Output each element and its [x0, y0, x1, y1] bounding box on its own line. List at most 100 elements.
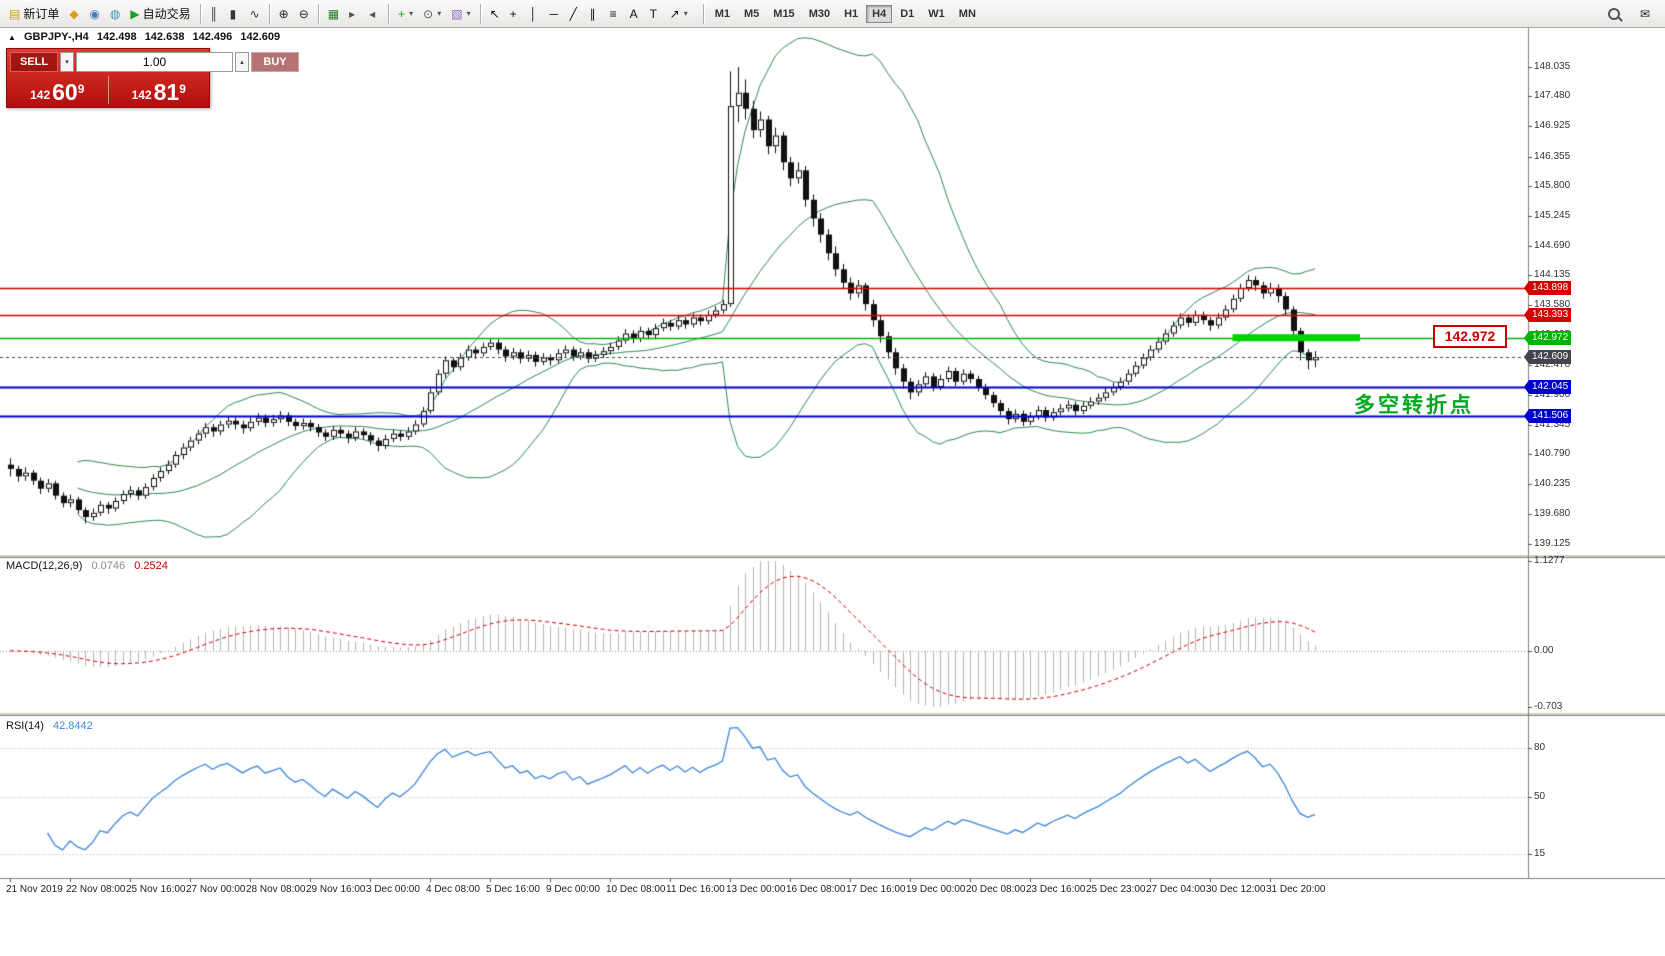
tile-windows-button[interactable]: ▦ — [323, 3, 344, 25]
volume-increase-button[interactable]: ▴ — [235, 52, 249, 72]
symbol-arrow-icon: ▲ — [8, 33, 16, 42]
templates-button[interactable]: ▧ ▾ — [446, 3, 475, 25]
template-icon: ▧ — [451, 6, 463, 21]
label-button[interactable]: T — [645, 3, 665, 25]
timeframe-w1[interactable]: W1 — [922, 5, 951, 23]
buy-price[interactable]: 142 81 9 — [109, 73, 210, 107]
ohlc-open: 142.498 — [96, 31, 137, 43]
toolbar-main: ▤ 新订单 ◆ ◉ ◍ ▶ 自动交易 ║ ▮ ∿ ⊕ ⊖ ▦ ▸ ◂ + ▾ ⊙ ▾ ▧ ▾ ↖ + │ ─ ╱ ∥ ≡ A T ↗ ▾ — [4, 3, 693, 25]
bar-chart-icon: ║ — [209, 6, 219, 21]
dropdown-arrow-icon: ▾ — [466, 9, 471, 18]
line-chart-icon: ∿ — [249, 6, 260, 21]
timeframe-bar: M1 M5 M15 M30 H1 H4 D1 W1 MN — [699, 3, 983, 24]
trendline-button[interactable]: ╱ — [565, 3, 585, 25]
buy-price-big: 142 — [131, 88, 152, 102]
timeframe-d1[interactable]: D1 — [894, 5, 920, 23]
clock-icon: ⊙ — [423, 6, 434, 21]
channel-icon: ∥ — [589, 6, 596, 21]
new-order-button[interactable]: ▤ 新订单 — [4, 3, 64, 25]
chat-icon: ✉ — [1639, 6, 1650, 21]
chat-button[interactable]: ✉ — [1635, 3, 1655, 25]
toolbar: ▤ 新订单 ◆ ◉ ◍ ▶ 自动交易 ║ ▮ ∿ ⊕ ⊖ ▦ ▸ ◂ + ▾ ⊙ ▾ ▧ ▾ ↖ + │ ─ ╱ ∥ ≡ A T ↗ ▾ M1… — [0, 0, 1665, 28]
text-label-icon: T — [649, 6, 657, 21]
arrow-objects-icon: ↗ — [669, 6, 680, 21]
toolbar-separator — [479, 3, 481, 24]
cursor-icon: ↖ — [489, 6, 500, 21]
channel-button[interactable]: ∥ — [585, 3, 605, 25]
new-order-icon: ▤ — [9, 6, 21, 21]
indicators-button[interactable]: + ▾ — [393, 3, 418, 25]
sell-price-point: 9 — [77, 82, 85, 96]
vertical-line-icon: │ — [529, 6, 538, 21]
community-button[interactable]: ◍ — [105, 3, 125, 25]
dropdown-arrow-icon: ▾ — [409, 9, 414, 18]
crosshair-icon: + — [509, 6, 517, 21]
deposit-button[interactable]: ◆ — [64, 3, 84, 25]
buy-button[interactable]: BUY — [251, 52, 299, 72]
text-button[interactable]: A — [625, 3, 645, 25]
new-order-button-label: 新订单 — [23, 7, 60, 21]
buy-price-pips: 81 — [153, 79, 180, 105]
toolbar-separator — [199, 3, 201, 24]
timeframe-mn[interactable]: MN — [953, 5, 982, 23]
zoom-out-icon: ⊖ — [298, 6, 309, 21]
toolbar-separator — [702, 3, 704, 24]
toolbar-separator — [317, 3, 319, 24]
periods-button[interactable]: ⊙ ▾ — [418, 3, 446, 25]
toolbar-separator — [388, 3, 390, 24]
chart-shift-button[interactable]: ◂ — [364, 3, 384, 25]
tile-windows-icon: ▦ — [327, 6, 340, 21]
volume-decrease-button[interactable]: ▾ — [60, 52, 74, 72]
auto-scroll-button[interactable]: ▸ — [344, 3, 364, 25]
trade-panel-controls: SELL ▾ ▴ BUY — [7, 49, 299, 73]
coin-icon: ◆ — [69, 6, 79, 21]
volume-input[interactable] — [76, 52, 233, 72]
accounts-button[interactable]: ◉ — [84, 3, 104, 25]
timeframe-h4[interactable]: H4 — [866, 4, 893, 23]
vertical-line-button[interactable]: │ — [525, 3, 545, 25]
sell-price-pips: 60 — [52, 79, 78, 105]
zoom-out-button[interactable]: ⊖ — [294, 3, 314, 25]
symbol-name: GBPJPY-,H4 — [23, 31, 89, 43]
arrows-button[interactable]: ↗ ▾ — [665, 3, 693, 25]
symbol-ohlc-line: ▲ GBPJPY-,H4 142.498 142.638 142.496 142… — [8, 31, 285, 43]
search-button[interactable] — [1603, 3, 1625, 25]
timeframe-m1[interactable]: M1 — [709, 5, 736, 23]
chevron-down-icon: ▾ — [65, 59, 69, 66]
fibonacci-button[interactable]: ≡ — [605, 3, 625, 25]
zoom-in-button[interactable]: ⊕ — [274, 3, 294, 25]
crosshair-button[interactable]: + — [505, 3, 525, 25]
chevron-up-icon: ▴ — [240, 59, 244, 66]
trendline-icon: ╱ — [569, 6, 577, 21]
timeframe-m5[interactable]: M5 — [738, 5, 765, 23]
chart-line-button[interactable]: ∿ — [245, 3, 265, 25]
timeframe-m30[interactable]: M30 — [803, 5, 836, 23]
timeframe-m15[interactable]: M15 — [767, 5, 800, 23]
buy-price-point: 9 — [179, 82, 186, 96]
horizontal-line-button[interactable]: ─ — [545, 3, 565, 25]
sell-price[interactable]: 142 60 9 — [7, 73, 108, 107]
horizontal-line-icon: ─ — [549, 6, 559, 21]
globe-icon: ◍ — [109, 6, 121, 21]
ohlc-low: 142.496 — [192, 31, 233, 43]
chart-shift-icon: ◂ — [369, 6, 376, 21]
chart-candles-button[interactable]: ▮ — [225, 3, 245, 25]
dropdown-arrow-icon: ▾ — [437, 9, 442, 18]
dropdown-arrow-icon: ▾ — [683, 9, 688, 18]
magnifier-icon — [1607, 7, 1620, 20]
timeframe-h1[interactable]: H1 — [838, 5, 864, 23]
cursor-button[interactable]: ↖ — [485, 3, 505, 25]
auto-trading-button[interactable]: ▶ 自动交易 — [125, 3, 195, 25]
toolbar-right: ✉ — [1603, 3, 1661, 25]
zoom-in-icon: ⊕ — [278, 6, 289, 21]
play-icon: ▶ — [130, 6, 140, 21]
ohlc-high: 142.638 — [144, 31, 185, 43]
auto-trading-button-label: 自动交易 — [142, 7, 191, 21]
trade-panel-prices: 142 60 9 142 81 9 — [7, 73, 209, 107]
chart-bars-button[interactable]: ║ — [205, 3, 225, 25]
user-icon: ◉ — [89, 6, 100, 21]
auto-scroll-icon: ▸ — [349, 6, 356, 21]
sell-button[interactable]: SELL — [10, 52, 58, 72]
